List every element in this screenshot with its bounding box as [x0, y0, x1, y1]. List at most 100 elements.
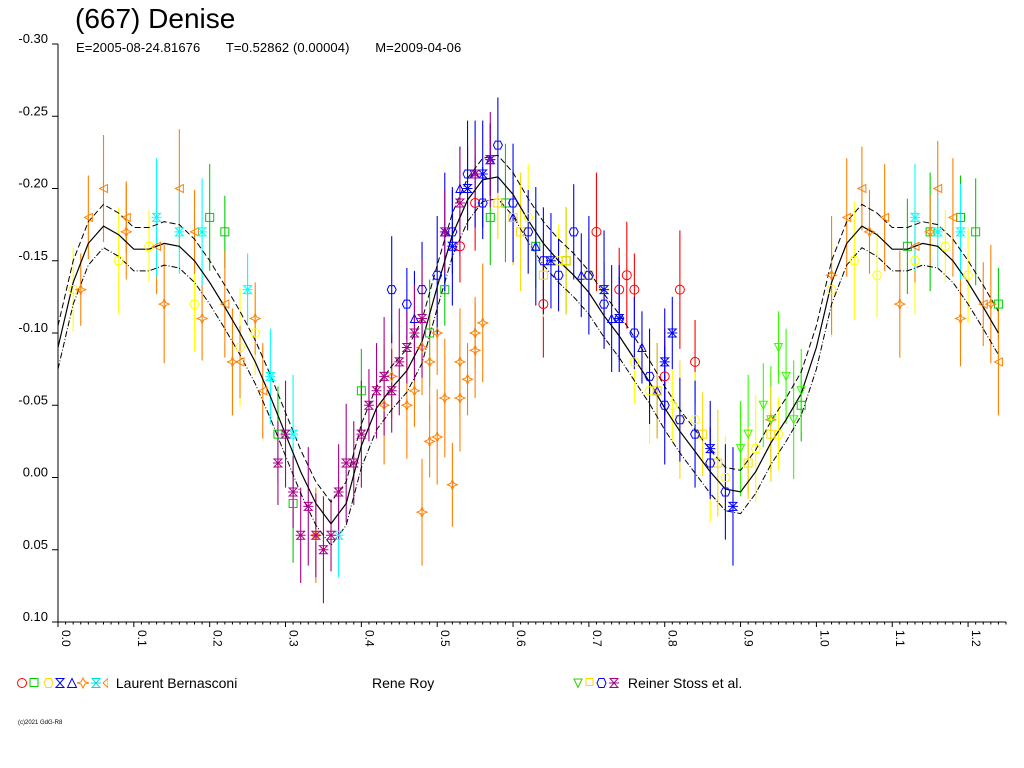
data-point: [309, 529, 323, 542]
data-point: [333, 487, 344, 497]
data-point: [516, 227, 526, 237]
series-9: [735, 342, 807, 454]
data-point: [242, 285, 253, 295]
data-point: [143, 241, 155, 251]
series-3: [447, 155, 739, 511]
data-point: [508, 212, 518, 222]
x-tick-label: 1.0: [817, 630, 831, 647]
data-point: [674, 284, 685, 295]
x-tick-label: 0.9: [742, 630, 756, 647]
data-point: [385, 370, 398, 383]
epoch-label: E=2005-08-24.81676: [76, 40, 201, 55]
data-point: [659, 371, 670, 382]
data-point: [826, 285, 837, 295]
data-point: [438, 391, 452, 405]
data-point: [932, 227, 943, 237]
data-point: [454, 198, 466, 208]
data-point: [356, 386, 366, 396]
model-lower-bound: [57, 198, 999, 547]
x-tick-label: 1.1: [893, 630, 907, 647]
data-point: [598, 299, 610, 309]
data-point: [121, 212, 131, 223]
model-upper-bound: [57, 154, 999, 503]
data-point: [415, 341, 429, 354]
data-point: [568, 227, 579, 237]
data-point: [455, 183, 465, 193]
data-point: [439, 227, 450, 237]
data-point: [690, 356, 701, 367]
data-point: [825, 268, 838, 282]
y-tick-label: 0.00: [23, 465, 48, 480]
x-tick-label: 0.1: [135, 630, 149, 647]
data-point: [909, 212, 921, 222]
y-tick-label: -0.30: [18, 31, 48, 46]
data-point: [468, 326, 482, 340]
data-point: [705, 458, 716, 468]
data-point: [272, 458, 284, 468]
data-point: [470, 197, 481, 208]
x-tick-label: 0.3: [287, 630, 301, 647]
legend-label-1: Laurent Bernasconi: [115, 675, 238, 692]
y-tick-label: -0.25: [18, 103, 48, 118]
data-point: [727, 501, 739, 511]
data-point: [220, 227, 230, 237]
error-bars: [72, 97, 999, 604]
data-point: [523, 227, 534, 237]
data-point: [614, 314, 625, 324]
data-point: [477, 198, 488, 208]
data-point: [720, 473, 731, 482]
data-point: [523, 212, 534, 222]
data-point: [295, 530, 306, 540]
axes: -0.30 -0.25 -0.20 -0.15 -0.10 -0.05 0.00 0.05 0.…: [18, 31, 1007, 647]
data-point: [788, 415, 799, 425]
data-point: [659, 400, 670, 410]
data-point: [530, 241, 541, 251]
data-point: [879, 212, 890, 223]
data-point: [74, 283, 88, 296]
data-point: [984, 297, 998, 311]
data-point: [766, 429, 776, 439]
data-point: [468, 344, 482, 357]
data-point: [758, 400, 769, 411]
data-point: [409, 313, 420, 324]
data-point: [849, 256, 860, 266]
data-point: [689, 429, 701, 439]
data-point: [781, 371, 791, 382]
data-point: [485, 212, 495, 222]
data-point: [408, 384, 421, 398]
data-point: [461, 372, 474, 386]
data-point: [538, 299, 549, 310]
data-point: [940, 241, 951, 251]
data-point: [113, 256, 124, 266]
x-tick-label: 0.7: [590, 630, 604, 647]
data-point: [303, 501, 314, 511]
data-point: [430, 430, 444, 444]
data-point: [796, 386, 807, 396]
data-point: [735, 444, 746, 454]
data-point: [492, 140, 503, 150]
x-tick-label: 1.2: [969, 630, 983, 647]
data-point: [507, 198, 519, 208]
legend-markers-1: [17, 677, 109, 690]
data-point: [963, 270, 974, 280]
legend-label-2: Rene Roy: [372, 675, 435, 692]
data-point: [83, 212, 93, 223]
data-point: [743, 429, 753, 440]
series-12: [272, 155, 496, 555]
data-point: [909, 241, 920, 252]
data-point: [538, 270, 548, 280]
y-tick-label: -0.15: [18, 248, 48, 263]
chart-subtitle: E=2005-08-24.81676 T=0.52862 (0.00004) M…: [76, 40, 483, 55]
data-point: [386, 285, 397, 295]
data-point: [629, 284, 640, 295]
data-point: [401, 299, 412, 309]
data-point: [423, 435, 436, 448]
data-point: [743, 458, 753, 468]
data-point: [453, 355, 467, 369]
data-point: [248, 312, 262, 325]
data-point: [750, 444, 761, 454]
data-point: [923, 225, 937, 239]
data-point: [386, 386, 397, 396]
legend-observer-3: Reiner Stoss et al.: [572, 674, 742, 691]
